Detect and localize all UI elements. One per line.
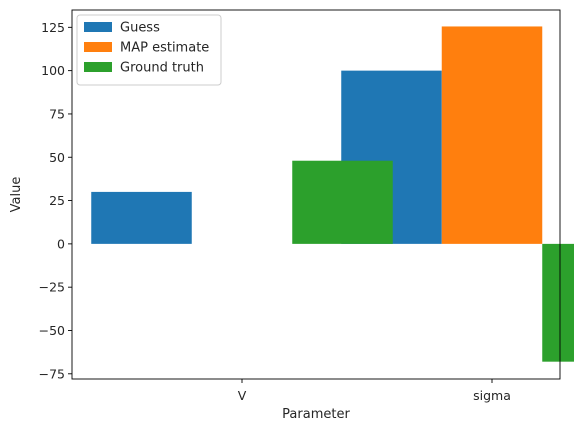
y-tick-label: 0 — [57, 236, 65, 251]
y-tick-label: −25 — [39, 280, 65, 295]
bar-ground-truth-v — [292, 160, 393, 244]
y-tick-label: −75 — [39, 366, 65, 381]
legend-swatch-map-estimate — [84, 42, 112, 52]
bar-ground-truth-sigma — [542, 243, 574, 362]
legend-label: Ground truth — [120, 61, 204, 76]
bar-map-estimate-sigma — [441, 26, 543, 244]
legend-swatch-guess — [84, 22, 112, 32]
legend-label: MAP estimate — [120, 41, 209, 56]
bar-guess-v — [91, 191, 192, 244]
x-tick-label: V — [238, 388, 247, 403]
y-tick-label: 25 — [49, 193, 65, 208]
legend-label: Guess — [120, 21, 160, 36]
legend-box — [76, 14, 222, 86]
y-tick-label: 100 — [41, 63, 65, 78]
y-axis-ticks: 125 100 75 50 25 0 −25 −50 −75 — [39, 20, 72, 381]
legend-swatch-ground-truth — [84, 62, 112, 72]
y-tick-label: 75 — [49, 106, 65, 121]
y-tick-label: 125 — [41, 20, 65, 35]
y-tick-label: −50 — [39, 323, 65, 338]
x-axis-label: Parameter — [282, 407, 350, 422]
axes-frame — [71, 9, 561, 380]
y-tick-label: 50 — [49, 150, 65, 165]
x-tick-label: sigma — [473, 388, 511, 403]
legend: Guess MAP estimate Ground truth — [76, 14, 222, 86]
y-axis-label: Value — [9, 177, 24, 213]
bars-group — [91, 26, 574, 362]
